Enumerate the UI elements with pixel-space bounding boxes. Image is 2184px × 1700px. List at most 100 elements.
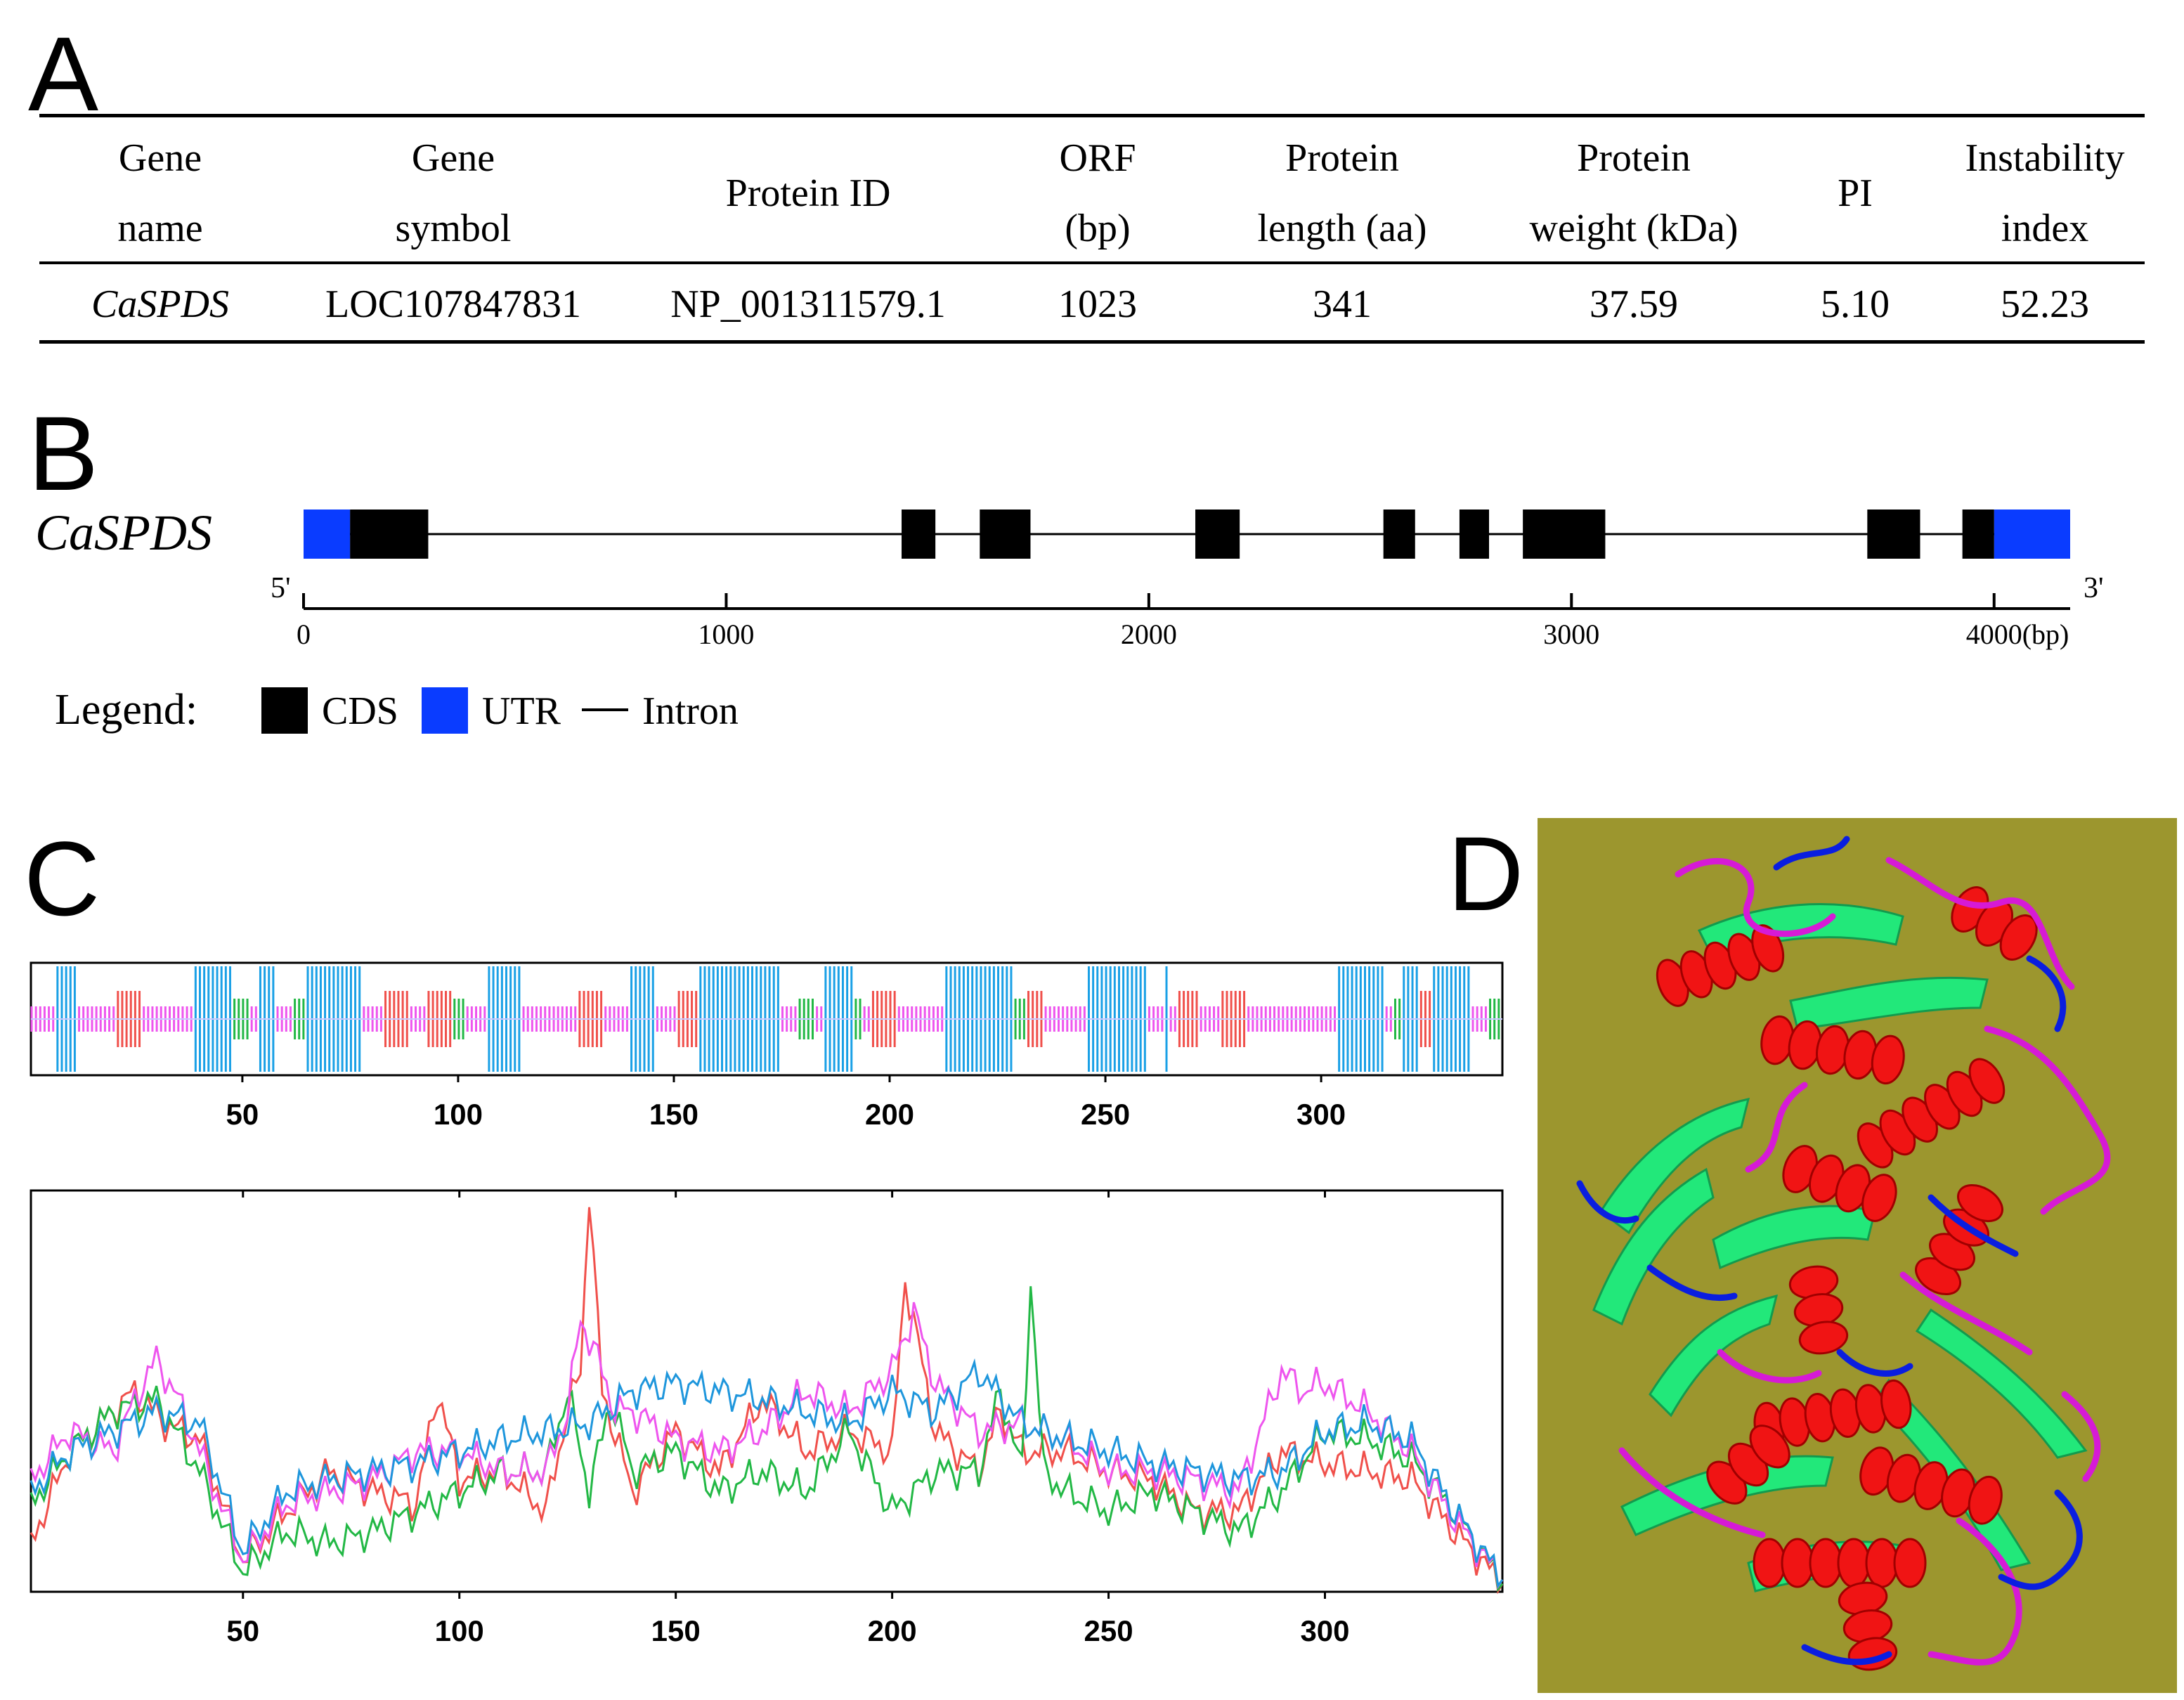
helix-turn — [1893, 1538, 1927, 1588]
table-header-text: length (aa) — [1257, 207, 1427, 250]
helix-turn — [1999, 914, 2038, 961]
table-header-cell: PI — [1799, 158, 1911, 228]
table-header-text: Gene — [411, 136, 495, 180]
legend-title: Legend: — [55, 686, 197, 734]
helix-turn — [1871, 1034, 1905, 1085]
coil-loop — [1836, 1349, 1913, 1377]
coil-loop — [1801, 1644, 1892, 1666]
table-header-text: ORF — [1059, 136, 1136, 180]
alpha-helix-ribbon — [1951, 886, 2038, 961]
helix-turn — [1968, 1475, 2003, 1525]
table-header-cell: Protein ID — [625, 158, 991, 228]
helix-turn — [1798, 1321, 1849, 1355]
table-header-cell: Gene symbol — [313, 123, 594, 264]
table-header-text: Protein ID — [725, 171, 891, 215]
table-cell: 1023 — [1058, 283, 1137, 326]
table-cell: 5.10 — [1821, 283, 1890, 326]
legend-label: CDS — [322, 689, 398, 733]
table-header-text: (bp) — [1065, 207, 1131, 250]
table-header-cell: ORF (bp) — [1027, 123, 1168, 264]
track-tick-label: 200 — [865, 1098, 914, 1131]
table-header-text: Gene — [118, 136, 202, 180]
cds-block — [350, 510, 429, 559]
track-tick-label: 50 — [226, 1098, 259, 1131]
beta-sheet-ribbon — [1915, 1308, 2088, 1459]
table-header-text: PI — [1838, 171, 1873, 215]
track-tick-label: 300 — [1296, 1098, 1346, 1131]
beta-sheet-ribbon — [1599, 1098, 1750, 1235]
table-bottom-rule — [39, 340, 2145, 344]
table-header-text: index — [2001, 207, 2089, 250]
plot-tick-label: 300 — [1300, 1614, 1349, 1647]
panel-label-d: D — [1448, 815, 1524, 933]
utr-block — [1994, 510, 2070, 559]
coil-loop — [2026, 955, 2067, 1032]
helix-turn — [1781, 1538, 1814, 1588]
cds-block — [1383, 510, 1415, 559]
bp-axis-tick-label: 1000 — [698, 618, 754, 650]
alpha-helix-ribbon — [1753, 1379, 1912, 1452]
alpha-helix-ribbon — [1859, 1446, 2003, 1525]
helix-turn — [1968, 1058, 2006, 1104]
panel-label-b: B — [28, 394, 99, 512]
plot-tick-label: 100 — [435, 1614, 484, 1647]
table-header-rule — [39, 261, 2145, 264]
track-tick-label: 100 — [434, 1098, 483, 1131]
bp-axis-unit: (bp) — [2022, 618, 2069, 650]
coil-loop — [1618, 1447, 1766, 1538]
probability-series-line — [30, 1302, 1504, 1590]
alpha-helix-ribbon — [1753, 1538, 1927, 1588]
helix-turn — [1880, 1379, 1912, 1429]
table-header-text: Instability — [1965, 136, 2125, 180]
alpha-helix-ribbon — [1760, 1015, 1905, 1085]
protein-3d-structure — [1538, 818, 2177, 1693]
helix-turn — [1837, 1538, 1871, 1588]
gene-structure-diagram: CaSPDS 5' 3' 0 1000 2000 3000 4000 (bp) Legend: CD… — [35, 505, 2104, 734]
secondary-structure-chart: 50 100 150 200 250 300 — [30, 961, 1504, 1131]
utr-block — [304, 510, 351, 559]
coil-loop — [1646, 1264, 1738, 1302]
coil-loop — [1998, 1489, 2083, 1590]
plot-tick-label: 50 — [226, 1614, 259, 1647]
beta-sheet-ribbon — [1712, 1205, 1876, 1270]
alpha-helix-ribbon — [1782, 1145, 1897, 1222]
cds-block — [1195, 510, 1240, 559]
coil-loop — [1576, 1180, 1639, 1224]
table-header-cell: Protein length (aa) — [1209, 123, 1476, 264]
probability-series-line — [30, 1358, 1504, 1589]
table-cell: NP_001311579.1 — [670, 283, 946, 326]
cds-block — [1523, 510, 1606, 559]
alpha-helix-ribbon — [1656, 924, 1785, 1007]
coil-loop — [1984, 1025, 2111, 1215]
table-header-cell: Protein weight (kDa) — [1479, 123, 1788, 264]
coil-loop — [1885, 857, 2075, 990]
coil-loop — [1745, 1082, 1808, 1173]
cds-block — [1459, 510, 1490, 559]
track-tick-label: 150 — [649, 1098, 698, 1131]
table-cell: 37.59 — [1590, 283, 1678, 326]
coil-loop — [1928, 1517, 2022, 1666]
panel-label-c: C — [24, 819, 100, 937]
table-header-text: name — [117, 207, 203, 250]
coil-loop — [1899, 1271, 2033, 1356]
table-cell: 52.23 — [2001, 283, 2089, 326]
plot-tick-label: 250 — [1084, 1614, 1133, 1647]
bp-axis-tick-label: 3000 — [1543, 618, 1599, 650]
table-header-text: Protein — [1577, 136, 1691, 180]
table-header-cell: Gene name — [69, 123, 252, 264]
probability-series-line — [30, 1207, 1504, 1595]
five-prime-label: 5' — [271, 572, 291, 604]
track-tick-label: 250 — [1081, 1098, 1130, 1131]
plot-tick-label: 150 — [651, 1614, 701, 1647]
table-cell: CaSPDS — [91, 283, 229, 326]
legend-label: UTR — [482, 689, 561, 733]
table-cell: LOC107847831 — [325, 283, 581, 326]
coil-loop — [1717, 1349, 1822, 1384]
cds-block — [902, 510, 936, 559]
coil-loop — [1675, 858, 1836, 937]
bp-axis-tick-label: 2000 — [1121, 618, 1177, 650]
alpha-helix-ribbon — [1788, 1265, 1849, 1355]
legend-swatch — [261, 687, 308, 734]
helix-turn — [1749, 1425, 1790, 1469]
beta-sheet-ribbon — [1592, 1167, 1715, 1326]
